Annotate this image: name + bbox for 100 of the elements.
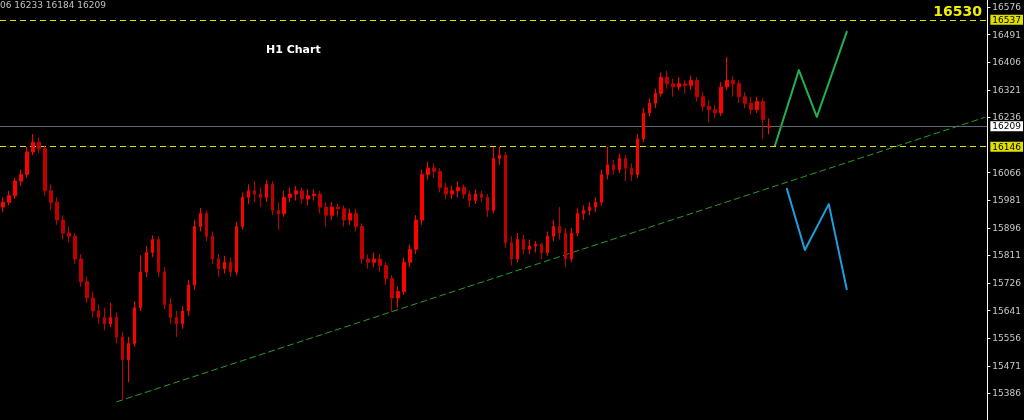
candlestick bbox=[468, 190, 471, 208]
candlestick bbox=[671, 78, 675, 98]
candlestick bbox=[342, 204, 346, 228]
candlestick bbox=[43, 144, 47, 197]
candlestick bbox=[462, 183, 466, 200]
candlestick bbox=[19, 169, 23, 187]
y-tick-label: 15981 bbox=[992, 195, 1022, 206]
candlestick bbox=[683, 79, 687, 94]
candlestick bbox=[396, 286, 400, 309]
candlestick bbox=[85, 276, 89, 304]
candlestick bbox=[636, 133, 639, 179]
candlestick bbox=[612, 159, 615, 176]
y-tick-label: 15471 bbox=[992, 360, 1022, 371]
candlestick bbox=[378, 253, 382, 273]
candlestick bbox=[49, 183, 53, 211]
candlestick bbox=[498, 146, 501, 166]
candlestick bbox=[223, 255, 226, 275]
candlestick bbox=[354, 208, 358, 232]
candlestick bbox=[241, 191, 244, 231]
candlestick bbox=[659, 71, 663, 98]
candlestick bbox=[163, 266, 166, 310]
candlestick bbox=[408, 243, 412, 268]
candlestick bbox=[749, 96, 753, 116]
candlestick bbox=[534, 240, 537, 254]
candlestick bbox=[253, 180, 256, 203]
candlestick bbox=[121, 331, 124, 401]
candlestick bbox=[384, 261, 388, 286]
candlestick bbox=[767, 117, 771, 135]
candlestick bbox=[294, 185, 298, 202]
candlestick bbox=[707, 99, 711, 124]
candlestick bbox=[516, 232, 519, 263]
candlestick bbox=[480, 190, 483, 203]
ref-line-label: 16146 bbox=[992, 141, 1022, 152]
candlestick bbox=[564, 227, 567, 268]
y-tick-label: 16576 bbox=[992, 2, 1022, 13]
candlestick bbox=[336, 203, 340, 218]
candlestick bbox=[444, 182, 448, 200]
candlestick bbox=[719, 81, 723, 117]
candlestick bbox=[600, 169, 603, 206]
candlestick bbox=[510, 235, 513, 266]
candlestick bbox=[7, 190, 11, 206]
y-tick-label: 16406 bbox=[992, 57, 1022, 68]
candlestick bbox=[277, 201, 280, 231]
candlestick bbox=[55, 196, 59, 226]
candlestick bbox=[606, 146, 609, 180]
ref-line-label: 16537 bbox=[992, 14, 1022, 25]
y-tick-label: 16236 bbox=[992, 112, 1022, 123]
candlestick bbox=[677, 76, 681, 91]
candlestick bbox=[67, 226, 71, 244]
y-tick-label: 16321 bbox=[992, 84, 1022, 95]
y-tick-label: 16066 bbox=[992, 167, 1022, 178]
candlestick bbox=[372, 252, 376, 268]
candlestick bbox=[103, 307, 106, 331]
candlestick bbox=[235, 221, 238, 276]
y-tick-label: 15896 bbox=[992, 222, 1022, 233]
candlestick bbox=[695, 76, 699, 103]
candlestick bbox=[175, 310, 178, 338]
candlestick bbox=[360, 222, 364, 265]
candlestick bbox=[288, 187, 292, 203]
candlestick bbox=[247, 183, 250, 205]
candlestick bbox=[312, 188, 316, 202]
candlestick bbox=[630, 162, 633, 182]
candlestick bbox=[181, 305, 184, 330]
candlestick bbox=[713, 104, 717, 119]
candlestick bbox=[366, 253, 370, 270]
candlestick bbox=[504, 151, 507, 249]
candlestick bbox=[432, 162, 436, 179]
candlestick bbox=[414, 214, 418, 255]
candlestick bbox=[624, 154, 627, 182]
candlestick bbox=[306, 188, 310, 206]
candlestick bbox=[402, 256, 406, 296]
candlestick bbox=[127, 336, 130, 383]
candlestick bbox=[558, 206, 561, 241]
candlestick bbox=[193, 219, 196, 291]
candlestick bbox=[348, 208, 352, 226]
y-tick-label: 15811 bbox=[992, 250, 1022, 261]
candlestick bbox=[31, 133, 35, 156]
candlestick bbox=[229, 256, 232, 278]
candlestick bbox=[654, 88, 657, 109]
candlestick bbox=[217, 253, 220, 278]
candlestick bbox=[570, 227, 573, 263]
candlestick bbox=[731, 75, 735, 98]
annotation: 16530 bbox=[933, 3, 983, 19]
candlestick bbox=[300, 187, 304, 205]
candlestick bbox=[271, 180, 274, 216]
candlestick bbox=[318, 190, 322, 215]
candlestick bbox=[665, 70, 669, 90]
candlestick bbox=[474, 188, 477, 205]
candlestick bbox=[330, 201, 334, 221]
candlestick bbox=[618, 153, 621, 174]
candlestick bbox=[546, 230, 549, 257]
candlestick bbox=[37, 136, 41, 155]
candlestick bbox=[576, 208, 579, 237]
y-tick-label: 16491 bbox=[992, 29, 1022, 40]
candlestick bbox=[324, 201, 328, 228]
candlestick bbox=[13, 177, 17, 200]
candlestick bbox=[594, 196, 597, 213]
candlestick bbox=[109, 302, 112, 328]
candlestick bbox=[420, 169, 424, 226]
candlestick bbox=[157, 235, 160, 278]
